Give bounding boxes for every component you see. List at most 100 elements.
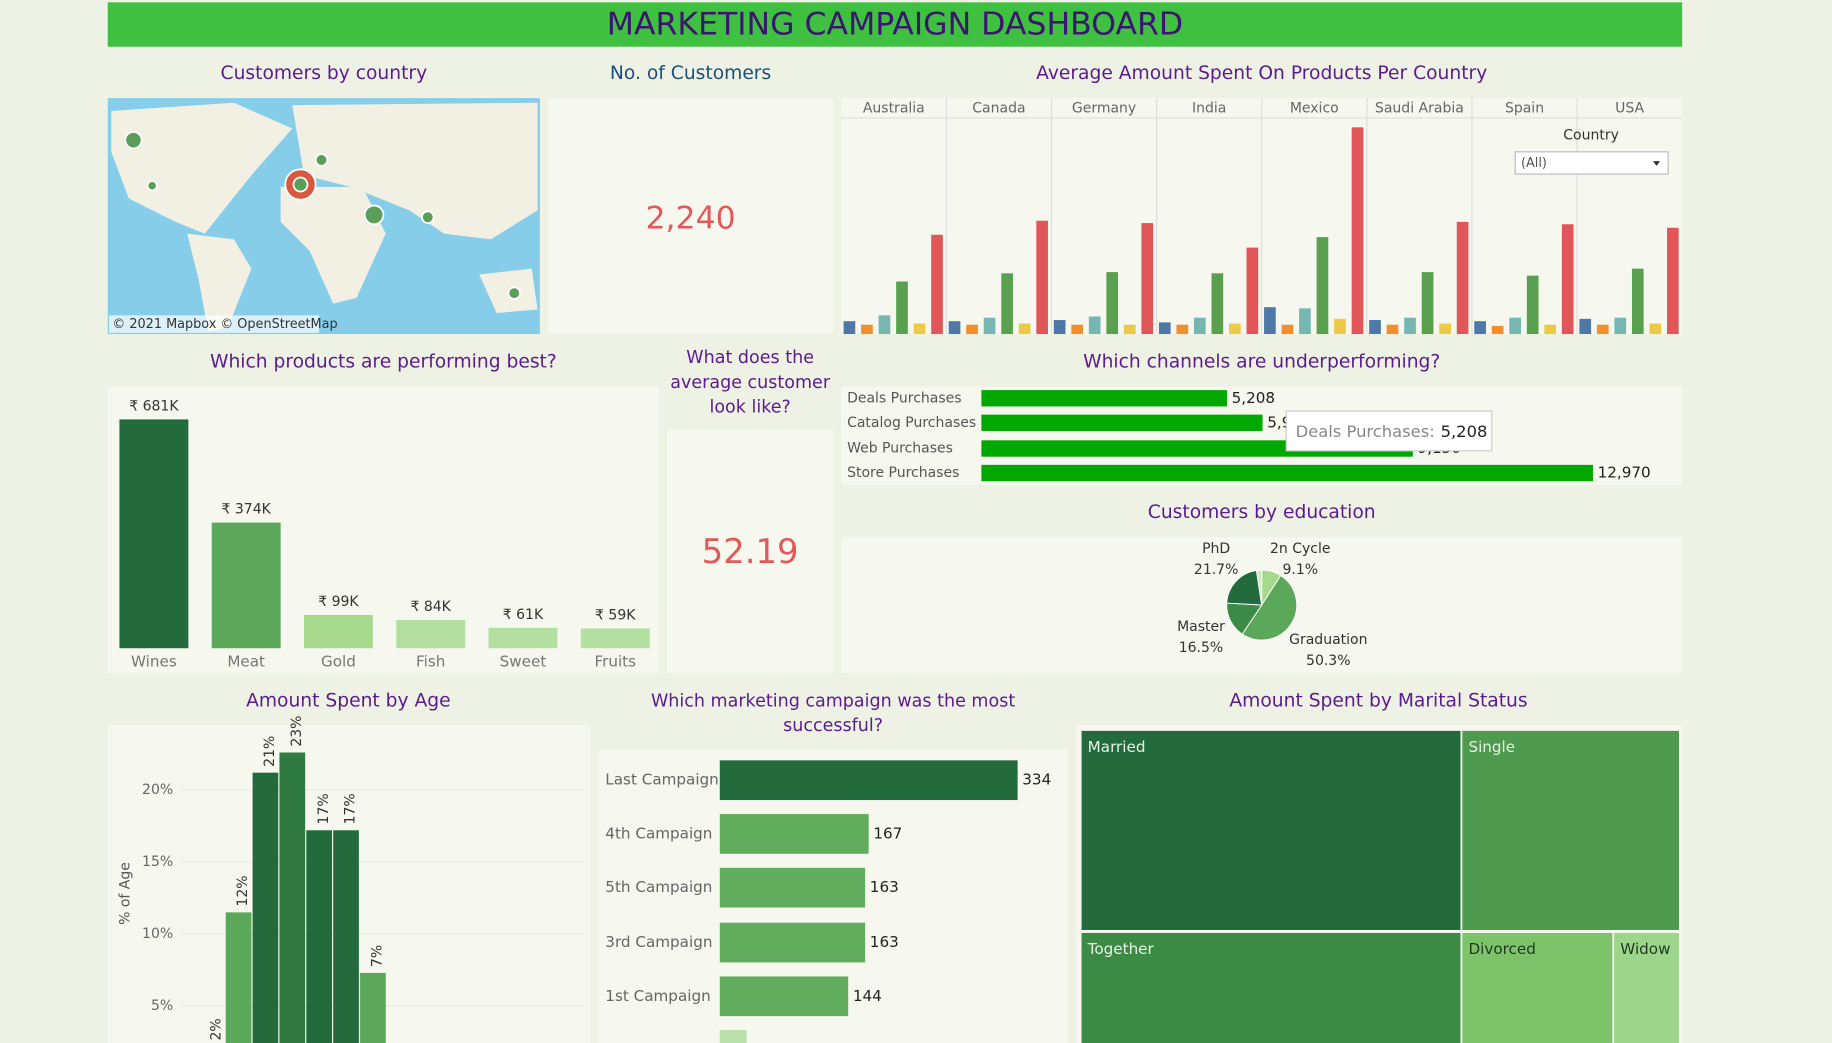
bar [1614,317,1627,335]
y-tick-label: 15% [142,854,173,870]
bar [1631,268,1644,335]
panel [548,98,834,335]
map: © 2021 Mapbox © OpenStreetMap [107,98,540,335]
cell-label: Married [1088,738,1146,756]
value-label: 167 [873,824,902,842]
map-point [363,204,385,226]
tooltip-label: Deals Purchases: [1296,422,1435,441]
y-tick-label: Catalog Purchases [847,415,976,431]
bar [1123,324,1136,335]
bar [488,627,558,649]
bar [225,912,252,1043]
x-tick-label: Gold [321,653,356,671]
bar [1386,324,1399,335]
x-tick-label: Fish [416,653,445,671]
filter-value: (All) [1521,156,1547,171]
tooltip-text: Deals Purchases: 5,208 [1296,422,1488,441]
cell-label: Widow [1620,940,1670,958]
bar [1421,272,1434,335]
column-label: USA [1615,101,1644,117]
map-attribution: © 2021 Mapbox © OpenStreetMap [112,317,337,332]
bar [719,922,866,963]
bar [719,1030,747,1043]
bar [981,414,1263,431]
y-axis-label: % of Age [117,862,133,925]
filter-dropdown[interactable] [1514,151,1669,175]
y-tick-label: 4th Campaign [605,824,712,842]
bar [1036,220,1048,335]
bar [1351,127,1364,335]
bar [252,772,279,1043]
bar [981,390,1227,407]
bar [306,830,333,1043]
bar [1596,324,1609,335]
filter-label: Country [1563,127,1619,143]
bar [1158,322,1171,335]
bar [1053,320,1066,335]
bar [843,321,856,335]
cell-label: Together [1087,940,1155,958]
dashboard-title: MARKETING CAMPAIGN DASHBOARD [607,7,1183,43]
y-tick-label: 1st Campaign [605,987,710,1005]
bar [1299,308,1311,335]
chart-title: Customers by country [221,63,428,84]
bar [861,324,873,335]
bar [303,614,373,649]
chart-title: Amount Spent by Marital Status [1229,690,1527,711]
value-label: ₹ 61K [503,607,544,623]
column-label: Canada [972,101,1025,117]
map-point [124,131,143,150]
y-tick-label: 10% [142,926,173,942]
map-point [292,176,309,193]
value-label: 12,970 [1598,464,1651,482]
y-tick-label: 20% [142,782,173,798]
value-label: 12% [235,875,251,906]
cell-label: Single [1468,738,1515,756]
x-tick-label: Sweet [500,653,547,671]
value-label: 7% [370,945,386,967]
map-point [146,180,158,192]
bar [1193,317,1206,335]
bar [333,830,359,1043]
bar [580,628,650,649]
map-points [124,131,521,300]
bar [1141,223,1154,335]
treemap-cell [1079,931,1463,1043]
bar [913,323,926,335]
map-point [314,153,329,167]
bar [931,234,943,335]
map-point [507,286,521,300]
cell-label: Divorced [1468,940,1535,958]
bar [1526,275,1539,335]
slice-value: 21.7% [1194,562,1238,578]
slice-label: 2n Cycle [1270,541,1331,557]
pie-slice [1241,574,1298,641]
bar [896,281,908,335]
bar [211,522,281,649]
bar [1474,321,1486,335]
kpi-value: 2,240 [645,201,735,237]
treemap-cell [1079,729,1463,932]
kpi-value: 52.19 [702,532,799,571]
bar [1404,317,1416,335]
chart-title-box: Which marketing campaign was the most su… [651,690,1015,736]
value-label: ₹ 59K [595,608,636,624]
bar [1509,317,1522,335]
chart-title: Customers by education [1148,502,1376,523]
pie-slice [1226,569,1263,606]
value-label: 5,208 [1232,389,1275,407]
value-label: 17% [316,793,332,824]
value-label: 30 [751,1041,770,1043]
bar [119,419,189,649]
bar [1106,272,1119,335]
y-tick-label: Last Campaign [605,771,719,789]
bar [279,752,306,1043]
bar [1334,318,1346,335]
value-label: 163 [870,878,899,896]
bar [719,976,849,1017]
bar [966,324,978,335]
y-tick-label: 3rd Campaign [605,933,712,951]
y-tick-label: 5% [151,998,173,1014]
